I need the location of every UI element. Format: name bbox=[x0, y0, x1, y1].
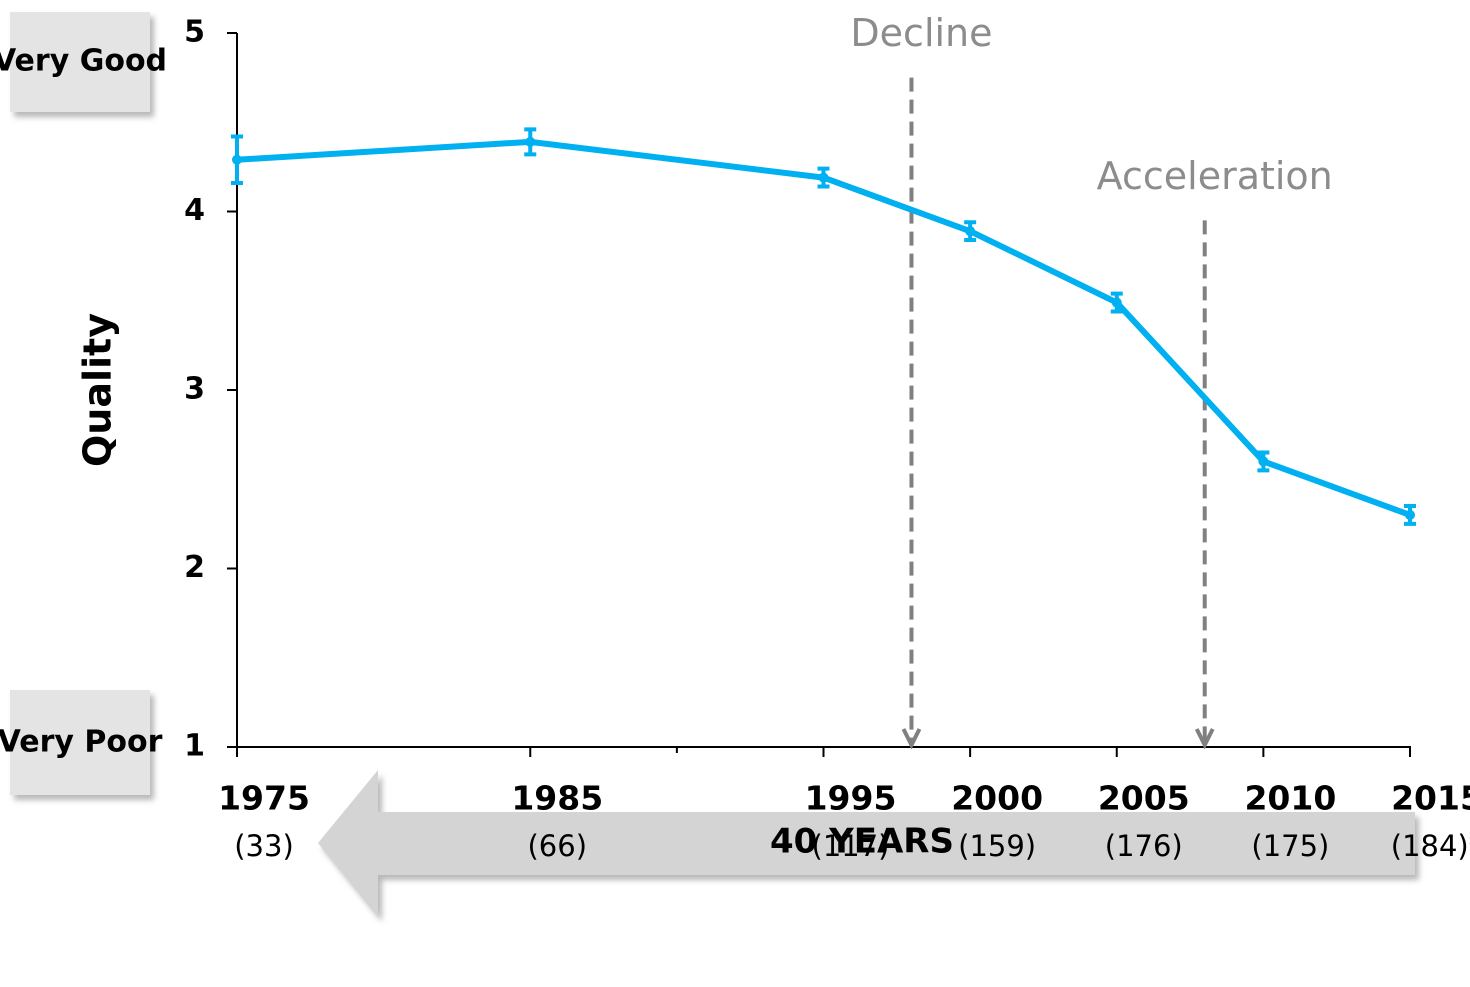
y-tick-label: 2 bbox=[184, 550, 205, 585]
x-tick-label: 2005 bbox=[1098, 779, 1190, 818]
annotation-label: Acceleration bbox=[1097, 154, 1333, 198]
data-point bbox=[1111, 297, 1122, 308]
data-point bbox=[232, 154, 242, 165]
y-tick-label: 4 bbox=[184, 193, 205, 228]
scale-box bbox=[10, 690, 150, 795]
x-tick-label: 1995 bbox=[805, 779, 897, 818]
x-tick-label: 2010 bbox=[1244, 779, 1336, 818]
scale-box bbox=[10, 12, 150, 112]
data-point bbox=[1405, 509, 1415, 520]
annotation-arrowhead bbox=[1194, 728, 1215, 750]
data-point bbox=[1258, 456, 1269, 467]
sample-size: (184)* bbox=[1391, 829, 1470, 863]
span-arrow bbox=[318, 770, 1415, 917]
sample-size: (176) bbox=[1105, 829, 1183, 863]
data-point bbox=[818, 172, 829, 183]
sample-size: (159) bbox=[958, 829, 1036, 863]
x-tick-label: 2015 bbox=[1391, 779, 1470, 818]
y-axis-label: Quality bbox=[76, 313, 120, 467]
y-tick-label: 5 bbox=[184, 15, 205, 50]
sample-size: (66) bbox=[527, 829, 587, 863]
scale-label-top: Very Good bbox=[0, 44, 167, 79]
annotation-arrowhead bbox=[901, 728, 922, 750]
y-tick-label: 1 bbox=[184, 729, 205, 764]
span-label: 40 YEARS bbox=[770, 822, 954, 862]
sample-size: (175) bbox=[1251, 829, 1329, 863]
sample-size: (33) bbox=[234, 829, 294, 863]
sample-size: (117) bbox=[812, 829, 890, 863]
data-point bbox=[525, 136, 536, 147]
x-tick-label: 2000 bbox=[951, 779, 1043, 818]
annotation-label: Decline bbox=[850, 11, 992, 55]
x-tick-label: 1985 bbox=[511, 779, 603, 818]
data-point bbox=[965, 226, 976, 237]
scale-label-bottom: Very Poor bbox=[0, 725, 163, 760]
x-tick-label: 1975 bbox=[218, 779, 310, 818]
y-tick-label: 3 bbox=[184, 372, 205, 407]
